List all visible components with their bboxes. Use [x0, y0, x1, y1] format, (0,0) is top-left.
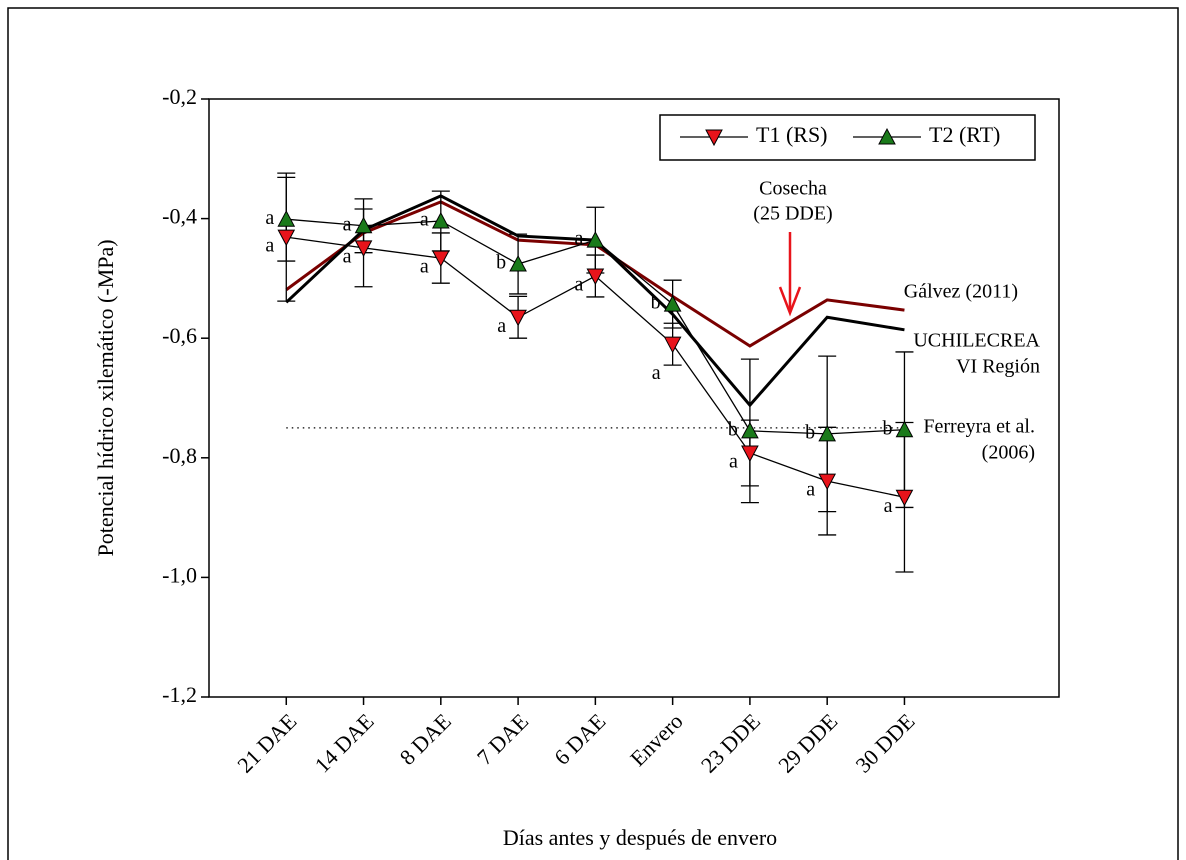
marker	[509, 254, 527, 272]
reference-label: VI Región	[956, 355, 1040, 377]
y-tick-label: -1,2	[162, 682, 197, 707]
x-axis-title: Días antes y después de envero	[503, 825, 777, 850]
y-tick-label: -1,0	[162, 562, 197, 587]
significance-label: a	[652, 362, 661, 384]
reference-label: Gálvez (2011)	[904, 281, 1018, 303]
annotation: (25 DDE)	[753, 203, 832, 225]
frame	[7, 7, 1179, 860]
significance-label: b	[651, 292, 661, 314]
marker	[741, 445, 759, 463]
significance-label: a	[420, 256, 429, 278]
significance-label: a	[806, 479, 815, 501]
marker	[895, 420, 914, 438]
significance-label: a	[420, 209, 429, 231]
legend-label: T1 (RS)	[756, 122, 828, 147]
y-axis-title: Potencial hídrico xilemático (-MPa)	[93, 239, 118, 556]
marker	[895, 489, 914, 507]
legend-marker	[705, 129, 723, 147]
marker	[277, 229, 296, 247]
y-tick-label: -0,6	[162, 323, 197, 348]
significance-label: a	[343, 213, 352, 235]
marker	[663, 336, 682, 354]
legend	[659, 114, 1036, 161]
reference-label: UCHILECREA	[913, 329, 1040, 351]
marker	[741, 421, 759, 439]
significance-label: b	[496, 252, 506, 274]
significance-label: a	[343, 245, 352, 267]
significance-label: b	[728, 418, 738, 440]
legend-marker	[878, 127, 896, 145]
significance-label: a	[884, 495, 893, 517]
reference-label: (2006)	[982, 441, 1035, 463]
harvest-arrow-head	[778, 286, 802, 317]
x-tick-label: 29 DDE	[773, 708, 842, 777]
marker	[586, 268, 605, 286]
annotation: Cosecha	[759, 178, 827, 200]
marker	[663, 295, 682, 312]
marker	[354, 216, 373, 234]
marker	[431, 250, 450, 268]
significance-label: a	[265, 235, 274, 257]
legend-label: T2 (RT)	[929, 122, 1000, 147]
marker	[818, 424, 837, 442]
y-tick-label: -0,8	[162, 443, 197, 468]
significance-label: a	[574, 274, 583, 296]
marker	[431, 211, 450, 229]
plot-area	[208, 98, 1060, 698]
x-tick-label: 14 DAE	[310, 708, 379, 777]
significance-label: b	[882, 417, 892, 439]
y-tick-label: -0,2	[162, 84, 197, 109]
marker	[509, 309, 527, 327]
significance-label: a	[729, 451, 738, 473]
x-tick-label: 23 DDE	[696, 708, 765, 777]
marker	[586, 231, 605, 248]
marker	[277, 210, 296, 227]
marker	[354, 240, 373, 257]
marker	[818, 473, 837, 491]
x-tick-label: 8 DAE	[395, 708, 456, 769]
significance-label: b	[805, 421, 815, 443]
x-tick-label: 30 DDE	[850, 708, 919, 777]
significance-label: a	[265, 207, 274, 229]
y-tick-label: -0,4	[162, 204, 197, 229]
reference-label: Ferreyra et al.	[923, 415, 1035, 437]
x-tick-label: 6 DAE	[549, 708, 610, 769]
x-tick-label: Envero	[625, 708, 688, 771]
x-tick-label: 7 DAE	[472, 708, 533, 769]
significance-label: a	[574, 228, 583, 250]
significance-label: a	[497, 315, 506, 337]
x-tick-label: 21 DAE	[232, 708, 301, 777]
